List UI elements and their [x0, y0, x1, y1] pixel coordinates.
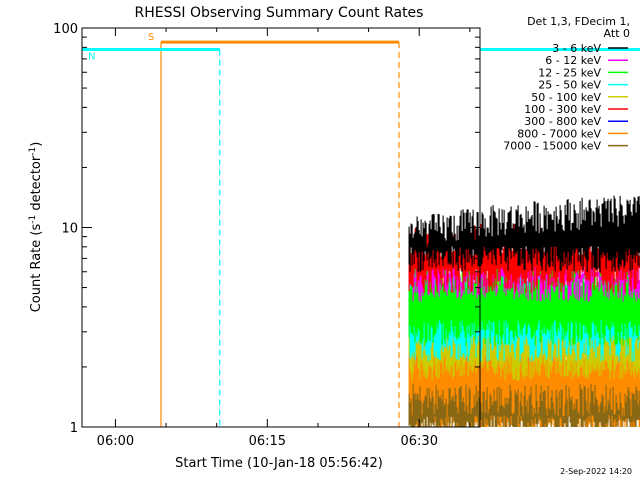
series-7000-15000keV: [408, 383, 640, 427]
y-tick-label: 100: [53, 22, 78, 37]
legend-label: 3 - 6 keV: [552, 42, 601, 55]
legend-label: 25 - 50 keV: [538, 79, 601, 92]
legend-label: 7000 - 15000 keV: [503, 140, 601, 153]
series-3-6keV: [408, 195, 640, 273]
plot-area: SN: [82, 32, 640, 427]
legend-label: 6 - 12 keV: [545, 54, 601, 67]
y-axis-label-mid: detector: [29, 155, 44, 215]
x-tick-label: 06:30: [401, 434, 438, 449]
saa-label: S: [148, 32, 154, 43]
axes: 1 10 100 06:00 06:15 06:30: [53, 22, 480, 449]
annotation-night-1: N: [82, 48, 221, 427]
y-tick-label: 1: [70, 421, 78, 436]
series-band: [408, 383, 640, 427]
chart-title: RHESSI Observing Summary Count Rates: [135, 5, 424, 21]
x-axis-label: Start Time (10-Jan-18 05:56:42): [175, 456, 383, 471]
y-axis-label: Count Rate (s-1 detector-1): [28, 142, 44, 313]
night-label: N: [88, 52, 95, 63]
y-axis-label-sup2: -1: [28, 147, 38, 156]
footer-date: 2-Sep-2022 14:20: [560, 467, 632, 476]
legend-header-line1: Det 1,3, FDecim 1,: [527, 15, 630, 28]
y-axis-label-sup1: -1: [28, 215, 38, 224]
legend-label: 100 - 300 keV: [524, 103, 601, 116]
x-tick-label: 06:15: [249, 434, 286, 449]
legend-label: 50 - 100 keV: [531, 91, 601, 104]
legend-header-line2: Att 0: [604, 27, 630, 40]
y-axis-label-main: Count Rate (s: [29, 224, 44, 313]
y-tick-label: 10: [61, 222, 78, 237]
legend-label: 800 - 7000 keV: [517, 127, 601, 140]
annotation-saa-0: S: [148, 32, 400, 427]
legend-label: 12 - 25 keV: [538, 66, 601, 79]
x-tick-label: 06:00: [97, 434, 134, 449]
series-band: [408, 195, 640, 273]
y-axis-label-end: ): [29, 142, 44, 147]
annotation-night-2: [480, 48, 640, 52]
legend-label: 300 - 800 keV: [524, 115, 601, 128]
